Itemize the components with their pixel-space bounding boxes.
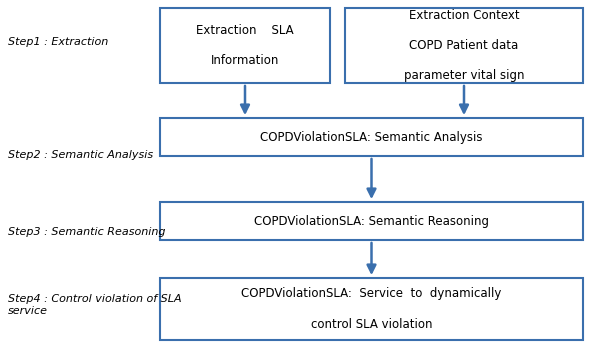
Text: COPDViolationSLA: Semantic Reasoning: COPDViolationSLA: Semantic Reasoning (254, 214, 489, 228)
Text: Extraction    SLA

Information: Extraction SLA Information (196, 24, 294, 67)
Bar (160, 278, 583, 340)
Bar (160, 8, 330, 83)
Text: Step1 : Extraction: Step1 : Extraction (8, 37, 108, 47)
Text: Extraction Context

COPD Patient data

parameter vital sign: Extraction Context COPD Patient data par… (404, 9, 524, 82)
Text: Step4 : Control violation of SLA
service: Step4 : Control violation of SLA service (8, 294, 181, 316)
Text: Step2 : Semantic Analysis: Step2 : Semantic Analysis (8, 150, 153, 160)
Bar (160, 118, 583, 156)
Text: COPDViolationSLA:  Service  to  dynamically

control SLA violation: COPDViolationSLA: Service to dynamically… (241, 288, 502, 330)
Text: COPDViolationSLA: Semantic Analysis: COPDViolationSLA: Semantic Analysis (260, 130, 483, 144)
Bar (160, 202, 583, 240)
Text: Step3 : Semantic Reasoning: Step3 : Semantic Reasoning (8, 227, 165, 237)
Bar (345, 8, 583, 83)
